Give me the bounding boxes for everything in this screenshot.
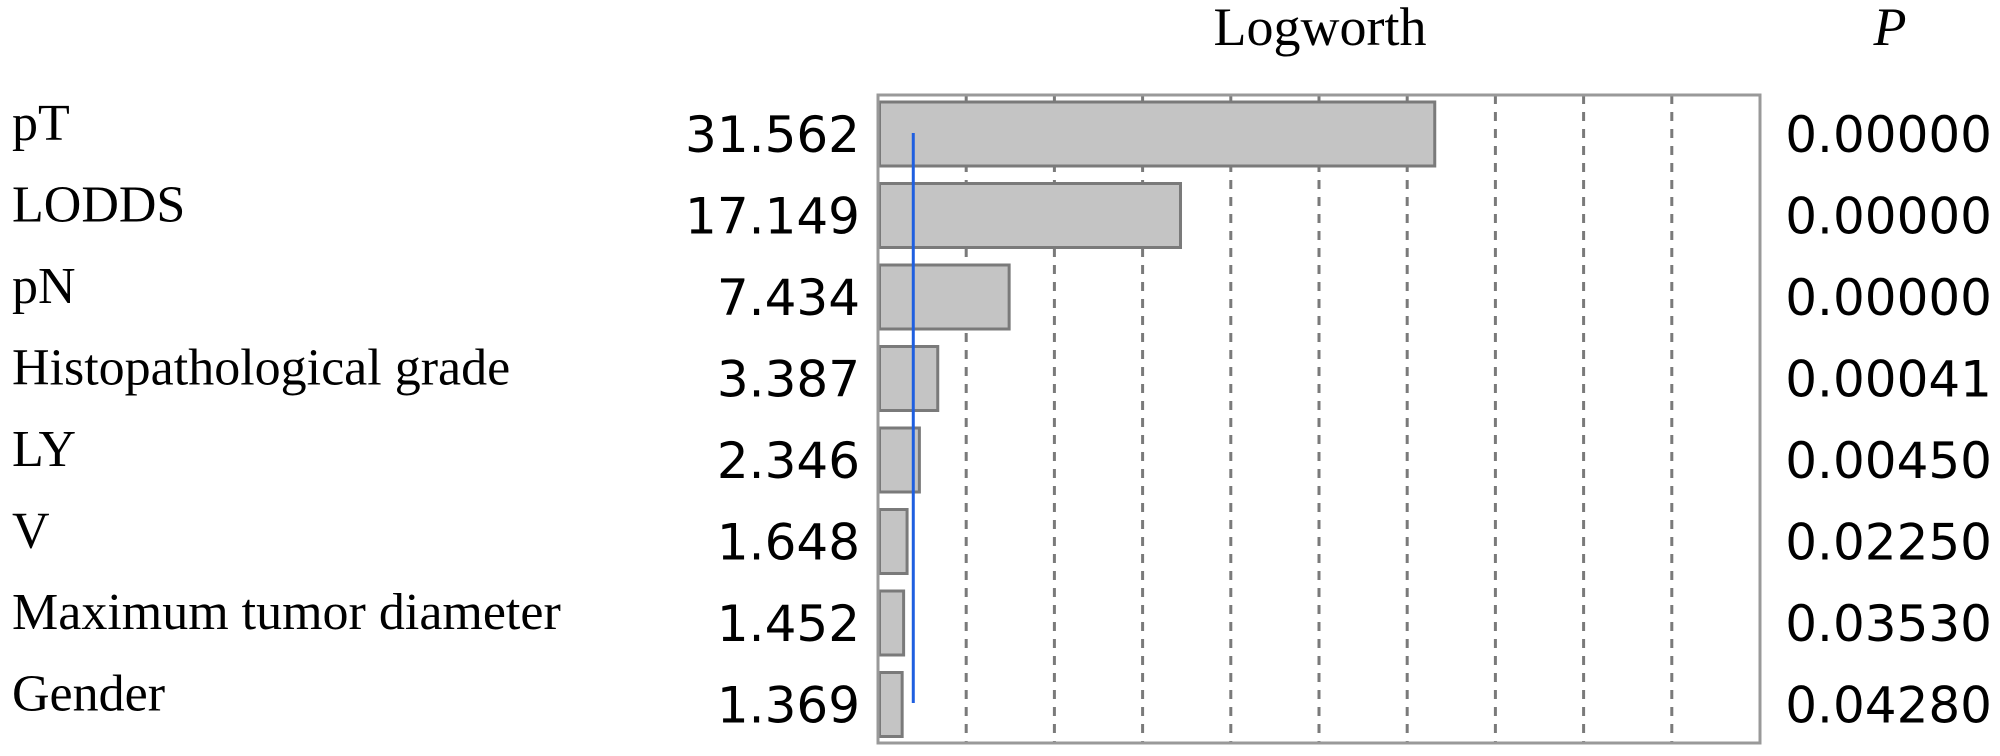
- category-label-2: LODDS: [12, 177, 185, 234]
- category-label-1: pT: [12, 95, 70, 152]
- p-value-1: 0.00000: [1785, 106, 1992, 164]
- p-header: P: [1873, 0, 1907, 57]
- bar-2: [878, 182, 1183, 249]
- bars: [878, 100, 1437, 738]
- logworth-value-6: 1.648: [717, 514, 860, 572]
- bar-3: [878, 263, 1011, 331]
- p-value-7: 0.03530: [1785, 595, 1992, 653]
- logworth-value-3: 7.434: [717, 269, 860, 327]
- p-value-2: 0.00000: [1785, 188, 1992, 246]
- logworth-value-7: 1.452: [717, 595, 860, 653]
- bar-4: [878, 345, 940, 412]
- logworth-value-1: 31.562: [685, 106, 860, 164]
- p-value-8: 0.04280: [1785, 677, 1992, 735]
- category-label-3: pN: [12, 258, 76, 315]
- p-value-4: 0.00041: [1785, 351, 1992, 409]
- logworth-value-5: 2.346: [717, 432, 860, 490]
- p-value-5: 0.00450: [1785, 432, 1992, 490]
- plot-frame: [876, 93, 1762, 745]
- category-label-8: Gender: [12, 666, 165, 723]
- bar-1: [878, 100, 1437, 168]
- category-label-5: LY: [12, 421, 76, 478]
- logworth-value-2: 17.149: [685, 188, 860, 246]
- bar-7: [878, 589, 906, 657]
- category-label-6: V: [12, 503, 50, 560]
- bar-6: [878, 508, 909, 575]
- category-label-4: Histopathological grade: [12, 340, 510, 397]
- logworth-header: Logworth: [1214, 0, 1427, 57]
- logworth-value-8: 1.369: [717, 677, 860, 735]
- category-label-7: Maximum tumor diameter: [12, 584, 561, 641]
- logworth-value-4: 3.387: [717, 351, 860, 409]
- p-value-3: 0.00000: [1785, 269, 1992, 327]
- p-value-6: 0.02250: [1785, 514, 1992, 572]
- bar-8: [878, 671, 904, 738]
- row-labels: pT 31.562 0.00000 LODDS 17.149 0.00000 pN 7.434…: [12, 95, 1992, 735]
